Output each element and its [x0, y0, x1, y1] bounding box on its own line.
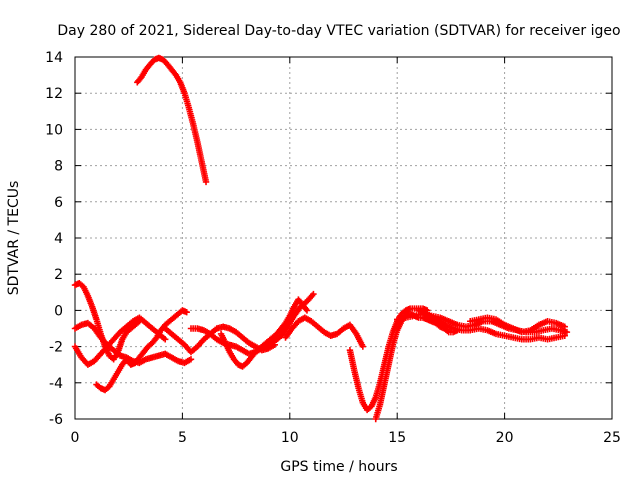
- y-tick-label: -4: [49, 376, 63, 392]
- y-tick-label: 6: [54, 195, 63, 211]
- data-markers: [71, 54, 571, 423]
- data-point: [303, 307, 311, 314]
- data-point: [202, 178, 210, 186]
- data-point: [183, 309, 190, 316]
- series-track-d: [71, 319, 195, 367]
- x-tick-label: 20: [496, 430, 514, 446]
- y-axis-label: SDTVAR / TECUs: [6, 181, 22, 296]
- data-point: [359, 343, 367, 350]
- y-tick-label: 12: [45, 86, 63, 102]
- series-track-i: [282, 314, 367, 350]
- y-tick-label: 2: [54, 267, 63, 283]
- series-track-n: [467, 314, 568, 336]
- y-tick-label: 8: [54, 159, 63, 175]
- chart-title: Day 280 of 2021, Sidereal Day-to-day VTE…: [57, 23, 620, 39]
- y-tick-label: -2: [49, 340, 63, 356]
- data-point: [310, 290, 317, 298]
- axis-ticks: 0 5 10 15 20 25 -6 -4 -2 0 2 4 6 8 10 12 14: [45, 50, 621, 446]
- data-point: [561, 323, 568, 330]
- x-tick-label: 0: [71, 430, 80, 446]
- grid-lines: [75, 57, 612, 419]
- data-point: [187, 356, 195, 363]
- series-track-c: [71, 314, 169, 368]
- series-track-a: [134, 54, 210, 186]
- x-tick-label: 15: [388, 430, 406, 446]
- y-tick-label: 14: [45, 50, 63, 66]
- x-axis-label: GPS time / hours: [280, 459, 397, 475]
- y-tick-label: -6: [49, 412, 63, 428]
- x-tick-label: 25: [603, 430, 621, 446]
- series-track-e: [93, 307, 190, 394]
- x-tick-label: 5: [178, 430, 187, 446]
- series-track-h: [217, 296, 311, 370]
- series-track-m: [415, 307, 568, 343]
- x-tick-label: 10: [281, 430, 299, 446]
- y-tick-label: 0: [54, 303, 63, 319]
- data-point: [563, 328, 571, 336]
- data-point: [162, 336, 169, 343]
- data-point: [561, 332, 568, 339]
- y-tick-label: 10: [45, 122, 63, 138]
- y-tick-label: 4: [54, 231, 63, 247]
